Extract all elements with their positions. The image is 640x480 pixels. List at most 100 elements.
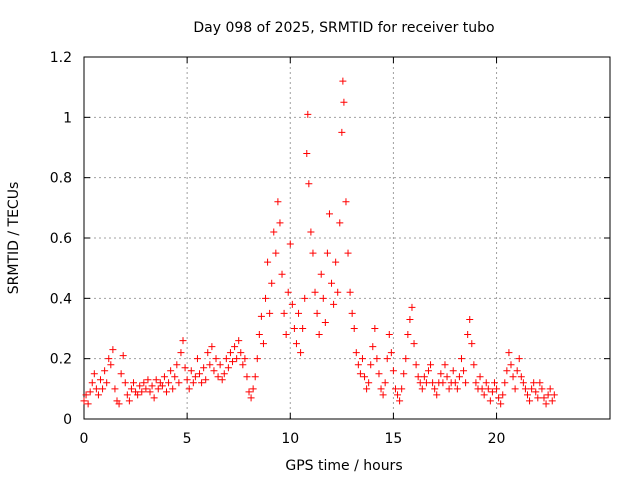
data-point <box>321 318 329 326</box>
data-point <box>229 358 237 366</box>
data-point <box>286 240 294 248</box>
data-point <box>257 312 265 320</box>
data-point <box>339 77 347 85</box>
data-point <box>515 355 523 363</box>
data-point <box>259 340 267 348</box>
data-point <box>123 391 131 399</box>
data-point <box>319 294 327 302</box>
data-point <box>336 219 344 227</box>
data-point <box>480 391 488 399</box>
data-point <box>532 388 540 396</box>
data-point <box>189 379 197 387</box>
data-point <box>528 385 536 393</box>
data-point <box>173 361 181 369</box>
data-point <box>90 370 98 378</box>
chart-title: Day 098 of 2025, SRMTID for receiver tub… <box>193 20 494 36</box>
data-point <box>183 376 191 384</box>
data-point <box>509 373 517 381</box>
data-point <box>342 198 350 206</box>
data-point <box>288 300 296 308</box>
data-point <box>457 355 465 363</box>
data-point <box>530 379 538 387</box>
data-point <box>361 373 369 381</box>
data-point <box>499 391 507 399</box>
data-point <box>538 385 546 393</box>
data-point <box>241 355 249 363</box>
data-point <box>486 397 494 405</box>
data-point <box>462 379 470 387</box>
data-point <box>424 367 432 375</box>
data-point <box>160 373 168 381</box>
data-point <box>455 373 463 381</box>
data-point <box>416 379 424 387</box>
data-point <box>344 249 352 257</box>
data-point <box>101 367 109 375</box>
data-point <box>111 385 119 393</box>
data-point <box>185 385 193 393</box>
data-point <box>402 355 410 363</box>
data-point <box>206 361 214 369</box>
data-point <box>134 391 142 399</box>
data-point <box>80 397 88 405</box>
data-point <box>418 385 426 393</box>
data-point <box>548 397 556 405</box>
data-point <box>208 343 216 351</box>
data-point <box>299 325 307 332</box>
data-point <box>196 370 204 378</box>
data-point <box>146 388 154 396</box>
data-point <box>278 270 286 278</box>
data-point <box>534 394 542 402</box>
data-point <box>340 98 348 106</box>
data-point <box>163 388 171 396</box>
gridlines <box>84 57 610 419</box>
data-point <box>97 376 105 384</box>
data-point <box>154 385 162 393</box>
data-point <box>144 376 152 384</box>
y-tick-label: 0 <box>63 412 72 428</box>
data-point <box>304 110 312 118</box>
data-point <box>453 385 461 393</box>
data-point <box>125 397 133 405</box>
data-point <box>105 355 113 363</box>
data-point <box>251 373 259 381</box>
data-point <box>284 288 292 296</box>
data-point <box>367 361 375 369</box>
data-point <box>371 325 379 332</box>
data-point <box>165 379 173 387</box>
data-point <box>334 288 342 296</box>
data-point <box>404 331 412 339</box>
data-point <box>348 309 356 317</box>
data-point <box>99 385 107 393</box>
data-point <box>445 385 453 393</box>
data-point <box>482 379 490 387</box>
data-point <box>138 388 146 396</box>
data-point <box>212 355 220 363</box>
data-point <box>191 373 199 381</box>
data-point <box>410 340 418 348</box>
data-point <box>274 198 282 206</box>
data-point <box>495 394 503 402</box>
data-point <box>193 355 201 363</box>
data-point <box>200 364 208 372</box>
data-point <box>408 303 416 311</box>
data-point <box>202 376 210 384</box>
data-point <box>152 376 160 384</box>
data-point <box>507 361 515 369</box>
data-point <box>466 315 474 323</box>
y-axis-label: SRMTID / TECUs <box>6 182 22 295</box>
data-point <box>268 279 276 287</box>
data-point <box>354 361 362 369</box>
data-point <box>346 288 354 296</box>
data-point <box>136 382 144 390</box>
data-point <box>214 373 222 381</box>
data-point <box>272 249 280 257</box>
data-point <box>311 288 319 296</box>
data-point <box>305 180 313 188</box>
data-point <box>517 373 525 381</box>
data-point <box>127 385 135 393</box>
data-point <box>220 370 228 378</box>
data-point <box>369 343 377 351</box>
data-point <box>171 373 179 381</box>
x-tick-label: 0 <box>80 431 89 447</box>
data-point <box>307 228 315 236</box>
